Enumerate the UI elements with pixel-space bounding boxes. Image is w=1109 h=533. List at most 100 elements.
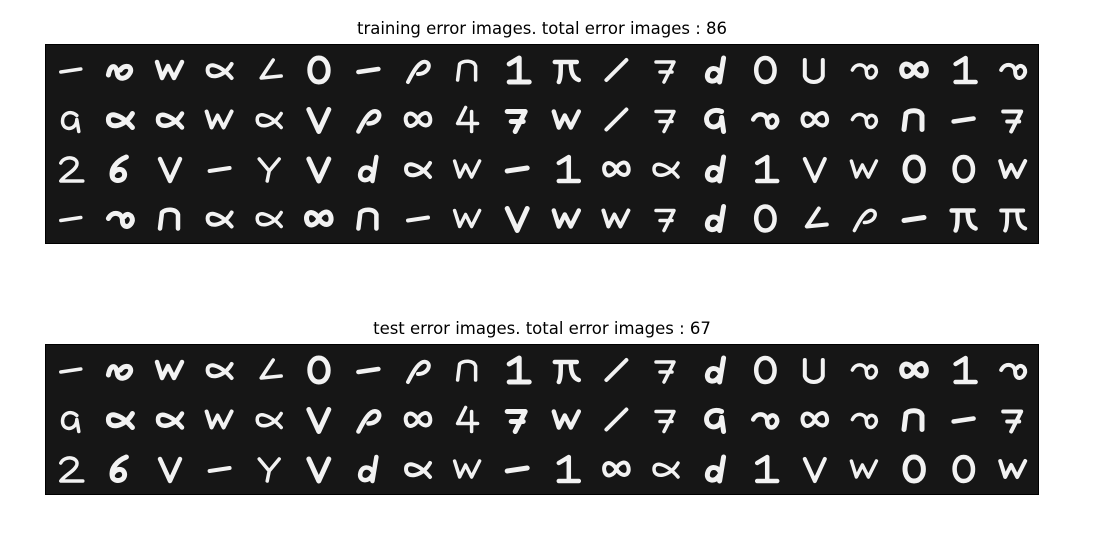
training-glyph-stroke bbox=[205, 210, 234, 229]
training-glyph-stroke bbox=[205, 62, 234, 80]
test-glyph-n bbox=[455, 359, 478, 382]
test-glyph-pi bbox=[552, 359, 582, 385]
training-glyph-stroke bbox=[452, 208, 482, 229]
test-glyph-one bbox=[556, 454, 582, 484]
training-glyph-stroke bbox=[357, 154, 379, 184]
test-glyph-o bbox=[307, 355, 331, 385]
training-glyph-stroke bbox=[949, 208, 978, 233]
test-glyph-w bbox=[452, 459, 482, 479]
test-glyph-lo bbox=[999, 363, 1028, 380]
training-glyph-dash bbox=[901, 215, 927, 223]
training-glyph-stroke bbox=[852, 208, 877, 233]
training-glyph-stroke bbox=[105, 63, 134, 81]
training-glyph-stroke bbox=[750, 112, 780, 130]
training-glyph-inf bbox=[304, 209, 334, 228]
test-glyph-stroke bbox=[552, 359, 582, 385]
test-glyph-stroke bbox=[356, 366, 381, 375]
test-glyph-stroke bbox=[551, 409, 582, 430]
training-glyph-stroke bbox=[60, 111, 81, 134]
training-glyph-p bbox=[356, 109, 382, 134]
training-glyph-stroke bbox=[455, 105, 480, 134]
test-glyph-u bbox=[802, 358, 825, 384]
training-glyph-stroke bbox=[356, 109, 382, 134]
training-glyph-seven bbox=[654, 60, 676, 84]
training-glyph-w bbox=[551, 208, 582, 229]
training-glyph-stroke bbox=[902, 154, 926, 184]
test-glyph-a bbox=[60, 411, 81, 434]
test-glyph-stroke bbox=[953, 355, 978, 385]
training-glyph-v bbox=[504, 206, 530, 233]
training-glyph-stroke bbox=[404, 161, 432, 179]
training-glyph-dash bbox=[504, 165, 530, 174]
training-glyph-stroke bbox=[704, 154, 727, 184]
training-glyph-w bbox=[204, 109, 234, 130]
test-glyph-v bbox=[306, 407, 332, 434]
test-glyph-stroke bbox=[59, 367, 83, 374]
training-glyph-stroke bbox=[953, 55, 978, 85]
test-glyph-stroke bbox=[155, 411, 185, 430]
test-glyph-stroke bbox=[257, 457, 281, 483]
training-glyph-a bbox=[60, 111, 81, 134]
test-glyph-stroke bbox=[356, 409, 382, 434]
test-glyph-w bbox=[998, 459, 1028, 479]
test-glyph-stroke bbox=[704, 355, 727, 385]
test-glyph-stroke bbox=[849, 459, 879, 479]
test-glyph-alpha bbox=[105, 411, 135, 430]
training-glyph-stroke bbox=[654, 109, 676, 134]
training-glyph-alpha bbox=[652, 161, 680, 179]
test-glyph-stroke bbox=[406, 359, 431, 384]
training-glyph-stroke bbox=[255, 210, 283, 229]
test-glyph-six bbox=[109, 454, 129, 483]
training-glyph-stroke bbox=[604, 58, 629, 82]
training-glyph-stroke bbox=[654, 60, 676, 84]
training-glyph-lo bbox=[750, 112, 780, 130]
test-glyph-v bbox=[802, 457, 827, 483]
training-glyph-n bbox=[901, 108, 925, 132]
test-glyph-stroke bbox=[506, 355, 532, 385]
training-glyph-dash bbox=[59, 67, 83, 74]
test-glyph-stroke bbox=[60, 411, 81, 434]
test-glyph-dash bbox=[504, 465, 530, 474]
test-glyph-stroke bbox=[901, 408, 925, 432]
test-glyph-one bbox=[953, 355, 978, 385]
training-glyph-lo bbox=[999, 63, 1028, 80]
test-glyph-alpha bbox=[404, 461, 432, 479]
test-glyph-angle bbox=[259, 358, 283, 380]
test-glyph-stroke bbox=[750, 412, 780, 430]
training-glyph-stroke bbox=[901, 215, 927, 223]
training-glyphs bbox=[59, 55, 1028, 233]
training-glyph-stroke bbox=[998, 159, 1028, 179]
test-glyph-stroke bbox=[999, 363, 1028, 380]
test-glyph-w bbox=[154, 359, 185, 381]
training-glyph-stroke bbox=[800, 111, 830, 128]
test-glyph-stroke bbox=[850, 412, 879, 430]
training-glyph-y bbox=[257, 157, 281, 183]
test-glyph-stroke bbox=[704, 408, 727, 434]
training-glyph-stroke bbox=[59, 215, 83, 223]
test-glyph-stroke bbox=[754, 454, 780, 484]
test-glyph-one bbox=[754, 454, 780, 484]
training-glyph-stroke bbox=[105, 111, 135, 130]
test-glyph-seven bbox=[504, 409, 528, 434]
training-glyph-alpha bbox=[404, 161, 432, 179]
training-glyph-stroke bbox=[403, 111, 433, 128]
test-glyph-o bbox=[753, 355, 777, 385]
training-glyph-inf bbox=[602, 160, 631, 178]
training-glyph-lo bbox=[850, 112, 879, 130]
training-glyph-w bbox=[849, 159, 879, 179]
test-glyph-stroke bbox=[307, 355, 331, 385]
training-glyph-lo bbox=[850, 63, 879, 80]
training-glyph-alpha bbox=[205, 62, 234, 80]
test-glyph-v bbox=[157, 456, 183, 484]
training-glyph-loop bbox=[105, 63, 134, 81]
test-glyph-one bbox=[506, 355, 532, 385]
training-glyph-stroke bbox=[257, 157, 281, 183]
test-glyph-stroke bbox=[850, 363, 879, 380]
test-glyph-dash bbox=[951, 416, 976, 424]
training-glyph-stroke bbox=[652, 161, 680, 179]
training-glyph-n bbox=[157, 207, 181, 231]
test-glyph-inf bbox=[403, 411, 433, 428]
training-glyph-o bbox=[902, 154, 926, 184]
training-glyph-stroke bbox=[901, 108, 925, 132]
test-glyph-stroke bbox=[654, 409, 676, 434]
